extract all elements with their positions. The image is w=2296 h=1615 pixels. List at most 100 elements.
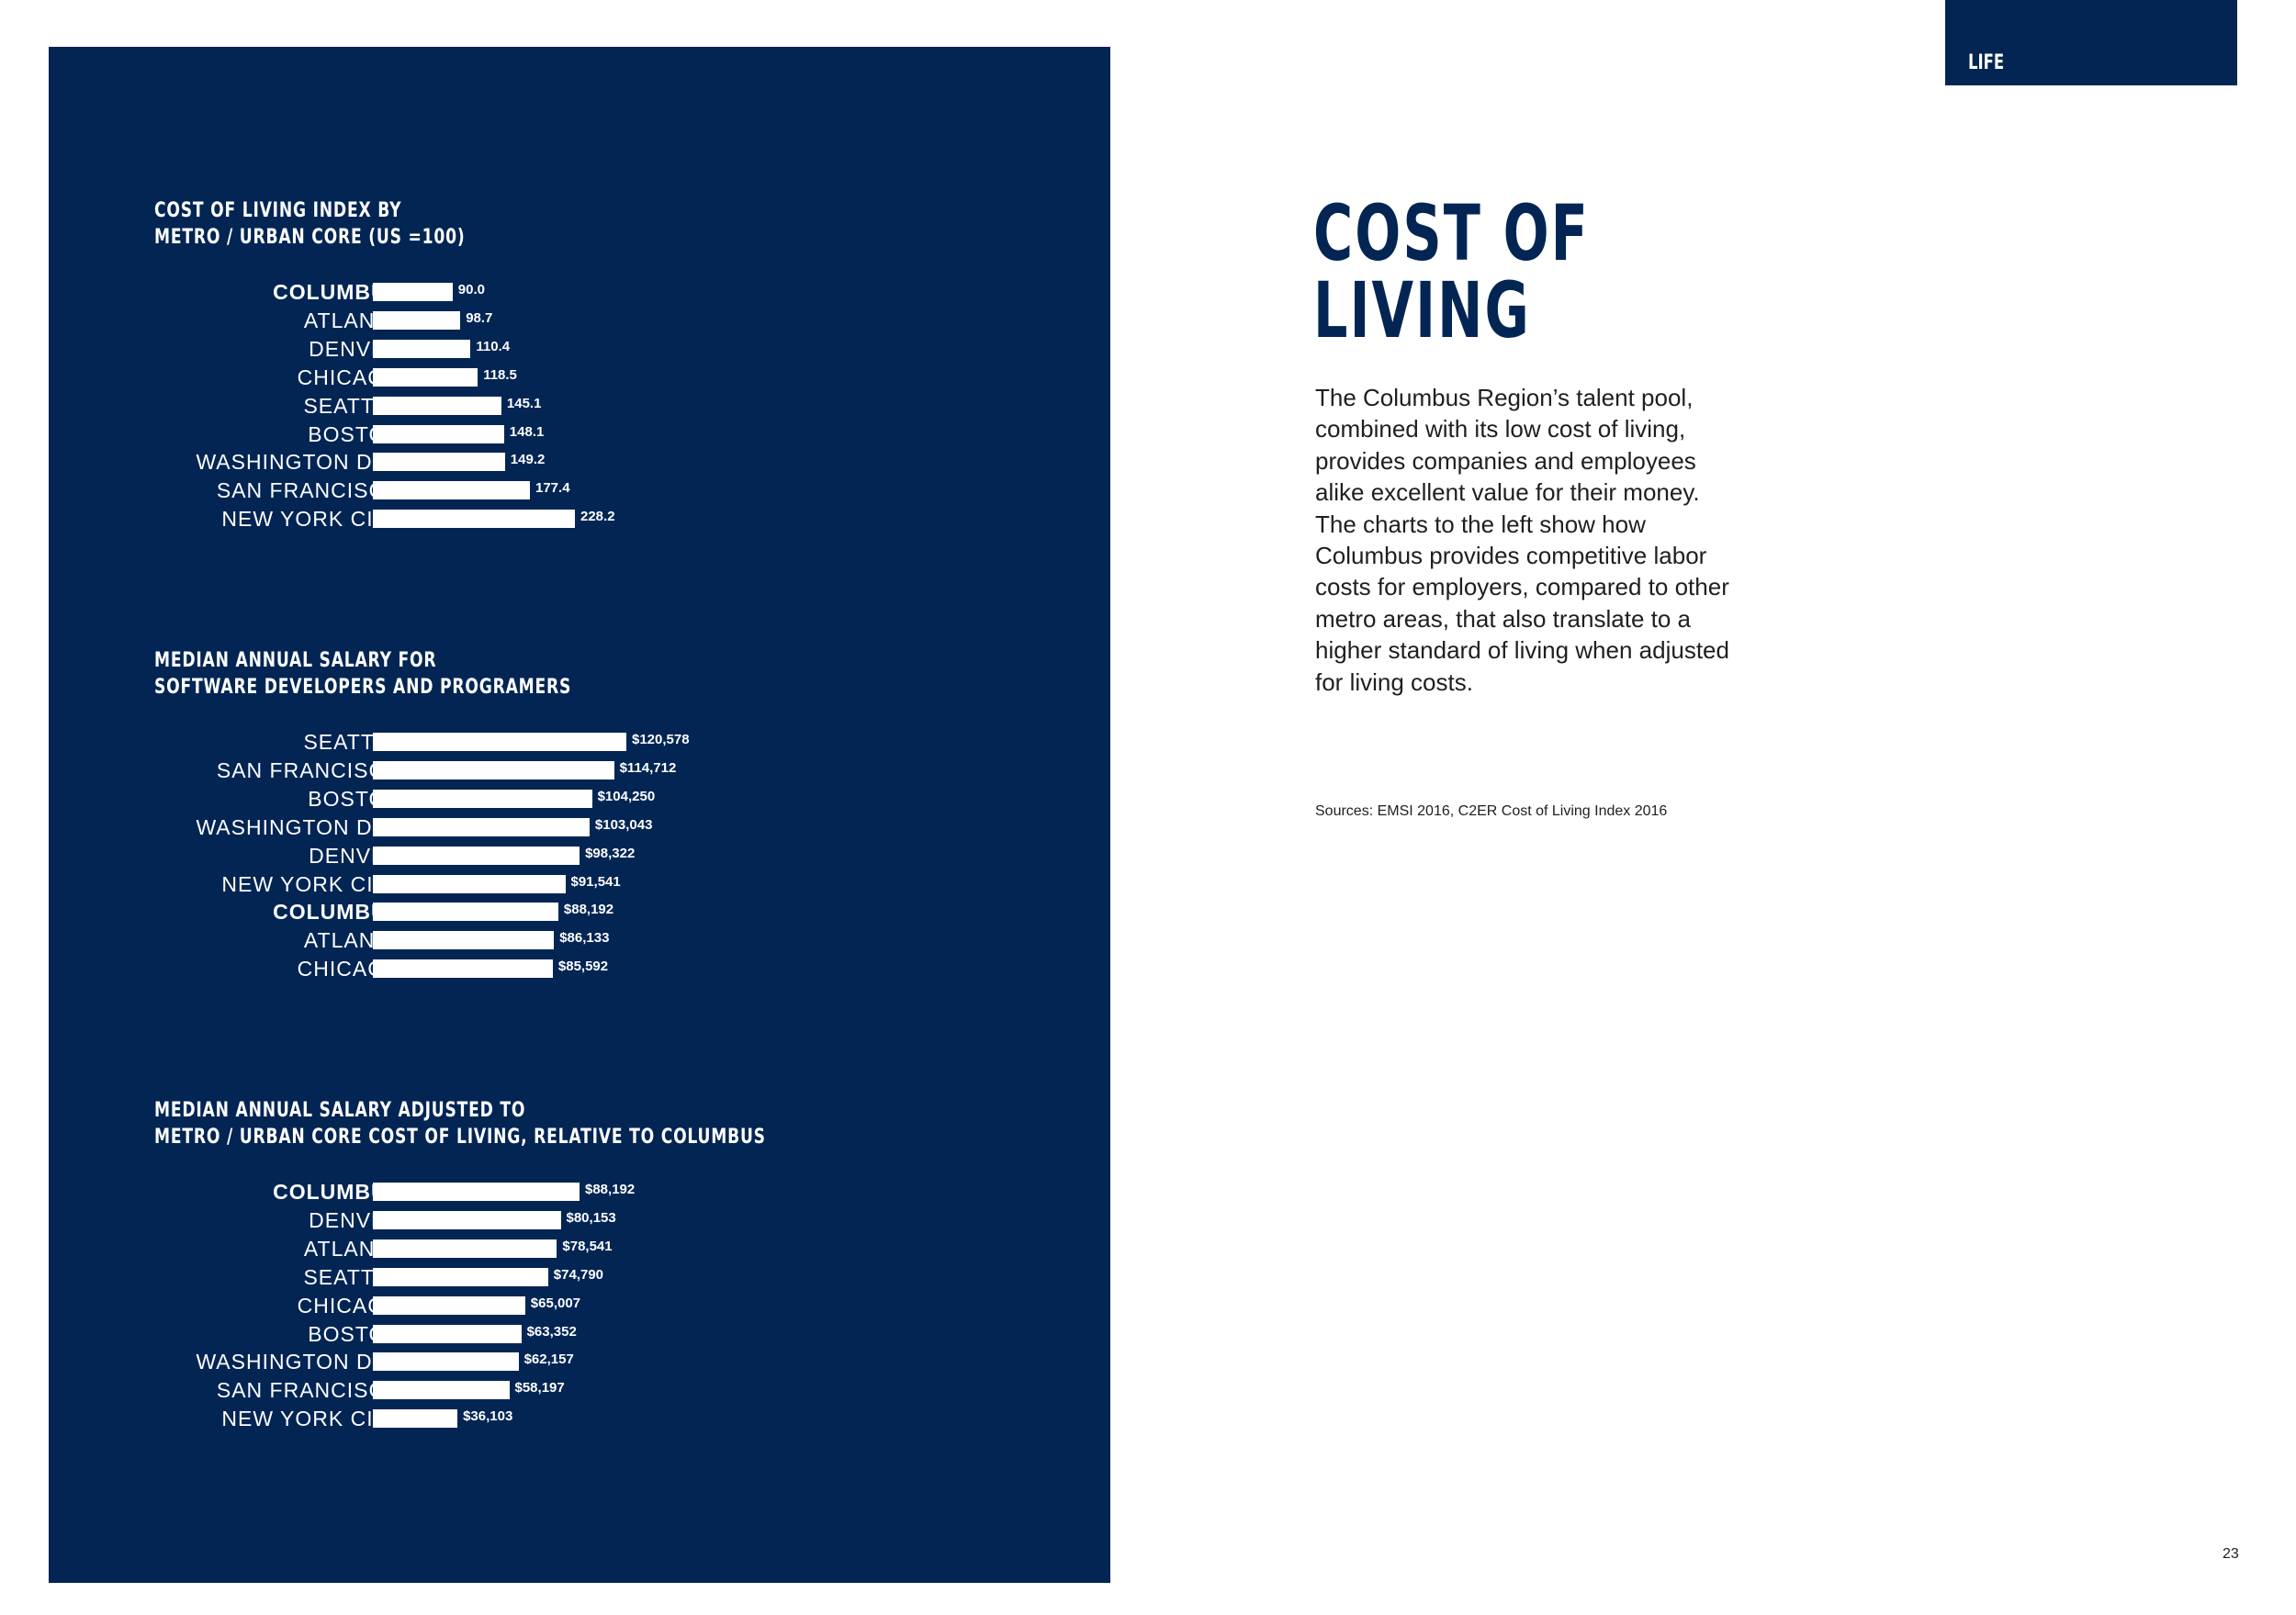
- data-label: 145.1: [506, 395, 542, 411]
- bar-row: CHICAGO $85,592: [49, 955, 1110, 983]
- data-label: $88,192: [585, 1182, 636, 1197]
- category-label: WASHINGTON D.C.: [196, 1350, 402, 1374]
- data-label: $86,133: [559, 930, 610, 947]
- category-label: WASHINGTON D.C.: [196, 814, 402, 839]
- bar-row: SEATTLE $74,790: [49, 1263, 1110, 1292]
- data-label: $91,541: [570, 873, 621, 890]
- data-label: $104,250: [597, 788, 656, 804]
- bar: [373, 760, 614, 779]
- bar: [373, 283, 453, 301]
- bar: [373, 1239, 557, 1258]
- bar-row: WASHINGTON D.C. 149.2: [49, 448, 1110, 477]
- chart-title-line: MEDIAN ANNUAL SALARY FOR: [154, 649, 437, 672]
- bar-row: BOSTON 148.1: [49, 421, 1110, 449]
- chart-title-line: COST OF LIVING INDEX BY: [154, 199, 402, 222]
- bar-row: WASHINGTON D.C. $62,157: [49, 1348, 1110, 1376]
- bar-row: NEW YORK CITY $36,103: [49, 1405, 1110, 1433]
- page-heading: COST OF LIVING: [1313, 195, 1590, 349]
- bar-row: COLUMBUS 90.0: [49, 278, 1110, 307]
- bar-row: ATLANTA $78,541: [49, 1235, 1110, 1263]
- bar: [373, 1324, 522, 1343]
- data-label: $63,352: [526, 1323, 577, 1340]
- chart-title-line: METRO / URBAN CORE COST OF LIVING, RELAT…: [154, 1126, 766, 1149]
- bar: [373, 481, 530, 500]
- bar: [373, 424, 504, 443]
- bar-row: SAN FRANCISCO 177.4: [49, 477, 1110, 505]
- bar: [373, 789, 592, 808]
- bar-row: SEATTLE 145.1: [49, 392, 1110, 421]
- category-label: NEW YORK CITY: [221, 507, 402, 532]
- bar: [373, 874, 566, 893]
- data-label: 90.0: [457, 282, 485, 297]
- bar: [373, 1352, 519, 1372]
- category-label: SAN FRANCISCO: [216, 757, 402, 782]
- section-tab: LIFE: [1945, 0, 2237, 85]
- bar: [373, 510, 575, 529]
- bar: [373, 817, 590, 836]
- data-label: 228.2: [580, 509, 615, 525]
- bar-row: BOSTON $104,250: [49, 785, 1110, 813]
- chart-title: MEDIAN ANNUAL SALARY FOR SOFTWARE DEVELO…: [154, 647, 571, 701]
- bar-row: SAN FRANCISCO $58,197: [49, 1376, 1110, 1405]
- bar: [373, 339, 471, 358]
- data-label: 98.7: [466, 309, 493, 326]
- bar: [373, 396, 501, 415]
- section-tab-label: LIFE: [1968, 51, 2005, 74]
- bar: [373, 1210, 561, 1229]
- data-label: $65,007: [530, 1295, 581, 1311]
- data-label: 148.1: [509, 423, 545, 440]
- bar-row: NEW YORK CITY 228.2: [49, 505, 1110, 533]
- bar: [373, 1381, 510, 1400]
- bar-row: COLUMBUS $88,192: [49, 898, 1110, 926]
- bar-row: NEW YORK CITY $91,541: [49, 870, 1110, 899]
- category-label: NEW YORK CITY: [221, 871, 402, 896]
- data-label: $58,197: [514, 1380, 565, 1396]
- data-label: 177.4: [535, 480, 570, 497]
- bar: [373, 310, 461, 330]
- chart-title: COST OF LIVING INDEX BY METRO / URBAN CO…: [154, 197, 465, 251]
- bar-row: CHICAGO $65,007: [49, 1292, 1110, 1320]
- data-label: $98,322: [585, 845, 636, 861]
- category-label: SAN FRANCISCO: [216, 1378, 402, 1403]
- bar-row: SAN FRANCISCO $114,712: [49, 757, 1110, 785]
- bar: [373, 1183, 580, 1201]
- bar: [373, 453, 505, 472]
- bar-row: DENVER 110.4: [49, 335, 1110, 364]
- category-label: NEW YORK CITY: [221, 1407, 402, 1431]
- data-label: $88,192: [563, 902, 614, 918]
- bar-row: COLUMBUS $88,192: [49, 1178, 1110, 1206]
- category-label: SAN FRANCISCO: [216, 478, 402, 503]
- charts-panel: COST OF LIVING INDEX BY METRO / URBAN CO…: [49, 47, 1110, 1583]
- chart-title-line: SOFTWARE DEVELOPERS AND PROGRAMERS: [154, 676, 572, 699]
- chart-title-line: METRO / URBAN CORE (US =100): [154, 226, 466, 249]
- data-label: $36,103: [463, 1408, 513, 1425]
- data-label: $114,712: [619, 759, 677, 776]
- data-label: 110.4: [476, 338, 511, 354]
- data-label: $85,592: [557, 959, 609, 975]
- data-label: $120,578: [632, 732, 690, 747]
- body-paragraph: The Columbus Region’s talent pool, combi…: [1315, 384, 1729, 696]
- bar: [373, 367, 478, 387]
- bar-row: DENVER $98,322: [49, 842, 1110, 870]
- chart-title: MEDIAN ANNUAL SALARY ADJUSTED TO METRO /…: [154, 1097, 766, 1150]
- data-label: 118.5: [483, 366, 517, 383]
- page-heading-line: LIVING: [1313, 265, 1531, 355]
- chart-title-line: MEDIAN ANNUAL SALARY ADJUSTED TO: [154, 1099, 526, 1122]
- bar-row: DENVER $80,153: [49, 1206, 1110, 1235]
- data-label: 149.2: [510, 452, 546, 468]
- bar: [373, 1267, 548, 1286]
- bar: [373, 931, 555, 950]
- bar-row: ATLANTA 98.7: [49, 307, 1110, 335]
- bar-row: WASHINGTON D.C. $103,043: [49, 813, 1110, 842]
- data-label: $74,790: [553, 1266, 604, 1283]
- data-label: $103,043: [594, 816, 653, 833]
- bar: [373, 959, 553, 979]
- data-label: $78,541: [562, 1238, 613, 1254]
- bar: [373, 733, 626, 751]
- bar-row: CHICAGO 118.5: [49, 364, 1110, 392]
- page-number: 23: [2223, 1546, 2239, 1562]
- category-label: WASHINGTON D.C.: [196, 450, 402, 475]
- bar-row: SEATTLE $120,578: [49, 728, 1110, 757]
- bar: [373, 1295, 525, 1315]
- bar-row: BOSTON $63,352: [49, 1320, 1110, 1349]
